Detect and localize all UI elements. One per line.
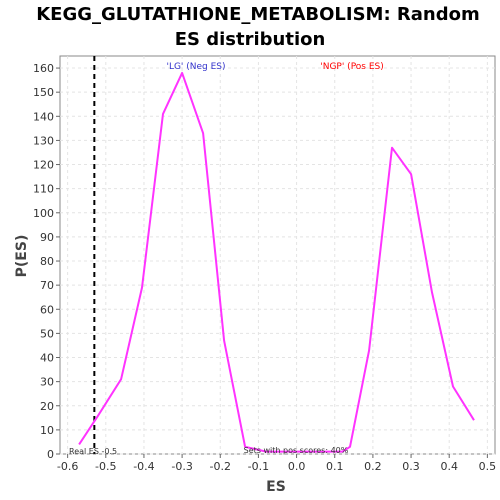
pos-scores-label: Sets with pos scores: 40% [244, 446, 349, 455]
x-tick-label: -0.3 [171, 460, 192, 473]
y-axis-label: P(ES) [14, 235, 30, 278]
y-tick-label: 40 [40, 352, 54, 365]
y-tick-label: 150 [33, 86, 54, 99]
chart-title-line2: ES distribution [175, 29, 326, 50]
y-tick-label: 80 [40, 255, 54, 268]
x-tick-label: -0.1 [248, 460, 269, 473]
x-axis-label: ES [266, 479, 286, 495]
y-tick-label: 110 [33, 183, 54, 196]
y-tick-label: 90 [40, 231, 54, 244]
y-tick-label: 120 [33, 159, 54, 172]
neg-es-label: 'LG' (Neg ES) [166, 62, 225, 72]
x-tick-label: 0.2 [364, 460, 382, 473]
y-tick-label: 100 [33, 207, 54, 220]
y-tick-label: 70 [40, 279, 54, 292]
plot-area [59, 55, 496, 455]
y-tick-label: 50 [40, 327, 54, 340]
y-tick-label: 10 [40, 424, 54, 437]
y-tick-label: 140 [33, 110, 54, 123]
x-tick-label: -0.2 [210, 460, 231, 473]
grid-lines [60, 56, 495, 455]
series-layer [78, 56, 475, 454]
x-tick-label: 0.1 [326, 460, 344, 473]
pos-es-label: 'NGP' (Pos ES) [320, 62, 384, 72]
chart-title-line1: KEGG_GLUTATHIONE_METABOLISM: Random [36, 4, 480, 25]
y-tick-label: 20 [40, 400, 54, 413]
y-tick-label: 160 [33, 62, 54, 75]
y-tick-label: 130 [33, 134, 54, 147]
es-distribution-line [78, 71, 475, 453]
y-tick-label: 0 [47, 448, 54, 461]
x-tick-label: 0.4 [440, 460, 458, 473]
y-tick-label: 30 [40, 376, 54, 389]
x-tick-label: 0.0 [288, 460, 306, 473]
y-tick-label: 60 [40, 303, 54, 316]
x-tick-label: -0.4 [133, 460, 154, 473]
x-tick-label: 0.3 [402, 460, 420, 473]
x-tick-label: -0.5 [95, 460, 116, 473]
x-tick-label: 0.5 [479, 460, 497, 473]
axes: -0.6 -0.5 -0.4 -0.3 -0.2 -0.1 0.0 0.1 0.2 0.3 0.4 0… [33, 62, 496, 473]
x-tick-label: -0.6 [57, 460, 78, 473]
real-es-label: Real ES -0.5 [69, 447, 117, 456]
